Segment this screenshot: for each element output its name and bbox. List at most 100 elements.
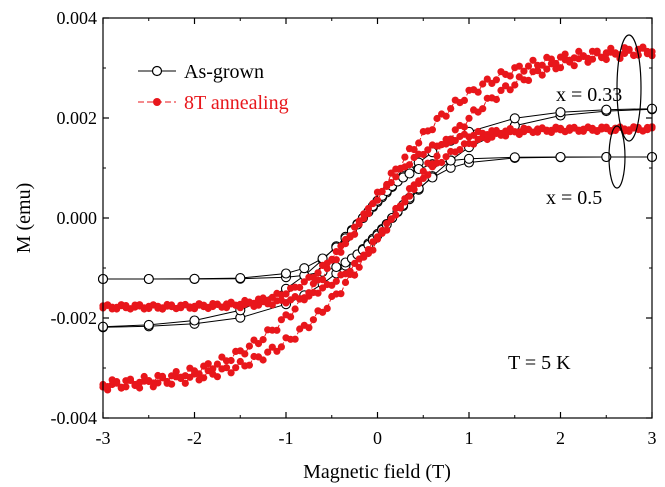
data-point-8t-annealing-x-0-5 xyxy=(387,179,395,187)
data-point-8t-annealing-x-0-5 xyxy=(346,232,354,240)
data-point-8t-annealing-x-0-5 xyxy=(424,171,432,179)
data-point-8t-annealing-x-0-33 xyxy=(515,62,523,70)
data-point-8t-annealing-x-0-5 xyxy=(438,158,446,167)
data-point-8t-annealing-x-0-33 xyxy=(291,305,299,313)
series-line-8t-annealing-x-0-5-down xyxy=(102,126,653,310)
label-x05: x = 0.5 xyxy=(546,187,602,209)
x-tick-label: -2 xyxy=(187,428,202,448)
legend-label-as-grown: As-grown xyxy=(184,61,264,83)
data-point-8t-annealing-x-0-33 xyxy=(460,96,468,104)
data-point-8t-annealing-x-0-33 xyxy=(126,375,134,383)
data-point-8t-annealing-x-0-33 xyxy=(319,276,327,284)
data-point-8t-annealing-x-0-33 xyxy=(241,350,249,358)
data-point-8t-annealing-x-0-5 xyxy=(373,196,382,204)
series-line-8t-annealing-x-0-5-up xyxy=(102,126,653,310)
data-point-as-grown-x-0-33 xyxy=(189,315,200,326)
data-point-8t-annealing-x-0-33 xyxy=(291,335,299,343)
data-point-as-grown-x-0-5 xyxy=(509,152,520,163)
data-point-8t-annealing-x-0-33 xyxy=(479,105,487,113)
data-point-8t-annealing-x-0-33 xyxy=(149,379,157,387)
ellipse-x05 xyxy=(608,125,626,189)
data-point-8t-annealing-x-0-33 xyxy=(410,146,418,154)
data-point-8t-annealing-x-0-33 xyxy=(172,368,180,376)
data-point-8t-annealing-x-0-33 xyxy=(474,88,482,96)
data-point-8t-annealing-x-0-5 xyxy=(282,290,290,298)
legend-label-8t-annealing: 8T annealing xyxy=(184,92,289,114)
data-point-8t-annealing-x-0-33 xyxy=(607,44,615,52)
data-point-8t-annealing-x-0-33 xyxy=(364,210,372,218)
data-point-8t-annealing-x-0-33 xyxy=(273,326,281,334)
data-point-8t-annealing-x-0-33 xyxy=(492,76,500,84)
data-point-8t-annealing-x-0-33 xyxy=(305,324,313,332)
data-point-8t-annealing-x-0-5 xyxy=(451,137,459,145)
legend: As-grown 8T annealing xyxy=(138,61,289,114)
data-point-8t-annealing-x-0-33 xyxy=(538,61,546,69)
data-point-8t-annealing-x-0-33 xyxy=(593,47,601,55)
data-point-8t-annealing-x-0-33 xyxy=(158,372,167,380)
data-point-8t-annealing-x-0-5 xyxy=(314,269,322,277)
data-point-8t-annealing-x-0-33 xyxy=(236,357,244,366)
data-point-as-grown-x-0-5 xyxy=(404,168,415,179)
data-point-8t-annealing-x-0-33 xyxy=(268,343,276,351)
data-point-as-grown-x-0-5 xyxy=(331,261,342,273)
data-point-8t-annealing-x-0-33 xyxy=(547,55,556,63)
label-x033: x = 0.33 xyxy=(556,84,622,106)
data-point-8t-annealing-x-0-33 xyxy=(433,114,441,123)
data-point-8t-annealing-x-0-33 xyxy=(479,80,487,88)
data-point-8t-annealing-x-0-33 xyxy=(222,364,231,372)
data-point-8t-annealing-x-0-5 xyxy=(405,192,414,200)
data-point-8t-annealing-x-0-33 xyxy=(460,123,468,131)
data-point-8t-annealing-x-0-33 xyxy=(245,361,253,369)
data-point-8t-annealing-x-0-33 xyxy=(227,369,235,377)
data-point-8t-annealing-x-0-5 xyxy=(328,256,336,264)
data-point-8t-annealing-x-0-33 xyxy=(524,76,533,84)
data-point-8t-annealing-x-0-33 xyxy=(506,86,514,94)
annotations: x = 0.33 x = 0.5 T = 5 K xyxy=(508,34,642,374)
series-line-as-grown-x-0-33-up xyxy=(102,108,653,328)
data-point-8t-annealing-x-0-33 xyxy=(277,343,285,351)
data-point-8t-annealing-x-0-33 xyxy=(181,379,189,387)
data-point-8t-annealing-x-0-33 xyxy=(538,71,546,79)
axis-ticks-layer: -3 -2 -1 0 1 2 3 -0.004 -0.002 0.000 0.002 0.004 xyxy=(51,8,657,448)
data-point-as-grown-x-0-33 xyxy=(143,319,154,330)
data-point-8t-annealing-x-0-33 xyxy=(323,304,331,312)
data-point-8t-annealing-x-0-33 xyxy=(168,372,176,380)
data-point-8t-annealing-x-0-33 xyxy=(556,64,565,72)
data-point-8t-annealing-x-0-33 xyxy=(511,81,519,89)
data-point-8t-annealing-x-0-33 xyxy=(163,377,171,386)
data-point-8t-annealing-x-0-33 xyxy=(117,383,125,391)
data-point-8t-annealing-x-0-5 xyxy=(341,240,350,248)
data-point-8t-annealing-x-0-5 xyxy=(470,140,478,148)
data-point-8t-annealing-x-0-33 xyxy=(213,373,221,381)
data-point-8t-annealing-x-0-33 xyxy=(639,43,647,51)
data-point-8t-annealing-x-0-5 xyxy=(410,185,418,193)
y-tick-label: 0.002 xyxy=(57,108,98,128)
data-point-8t-annealing-x-0-33 xyxy=(259,336,267,344)
data-point-8t-annealing-x-0-33 xyxy=(428,126,436,134)
data-point-8t-annealing-x-0-33 xyxy=(227,356,235,365)
y-tick-label: 0.000 xyxy=(57,208,98,228)
data-point-as-grown-x-0-33 xyxy=(555,107,566,118)
x-axis-title: Magnetic field (T) xyxy=(303,461,451,483)
data-point-8t-annealing-x-0-33 xyxy=(204,360,212,368)
data-point-as-grown-x-0-5 xyxy=(189,273,200,284)
data-point-8t-annealing-x-0-5 xyxy=(360,253,368,261)
data-point-as-grown-x-0-33 xyxy=(509,113,520,124)
y-axis-title: M (emu) xyxy=(13,183,35,254)
data-point-as-grown-x-0-5 xyxy=(235,273,246,284)
data-point-8t-annealing-x-0-33 xyxy=(451,126,459,134)
data-point-8t-annealing-x-0-5 xyxy=(378,187,386,196)
data-point-8t-annealing-x-0-5 xyxy=(309,273,317,281)
data-point-8t-annealing-x-0-5 xyxy=(360,214,368,222)
data-point-as-grown-x-0-5 xyxy=(463,153,475,164)
data-point-8t-annealing-x-0-33 xyxy=(625,46,633,54)
series-line-as-grown-x-0-5-down xyxy=(103,156,652,280)
data-point-8t-annealing-x-0-5 xyxy=(332,277,340,285)
y-tick-label: -0.002 xyxy=(51,308,98,328)
data-point-8t-annealing-x-0-5 xyxy=(268,301,276,309)
data-point-8t-annealing-x-0-33 xyxy=(552,59,560,68)
data-point-8t-annealing-x-0-33 xyxy=(598,53,606,61)
data-point-8t-annealing-x-0-33 xyxy=(561,50,569,58)
data-point-8t-annealing-x-0-33 xyxy=(524,62,533,70)
